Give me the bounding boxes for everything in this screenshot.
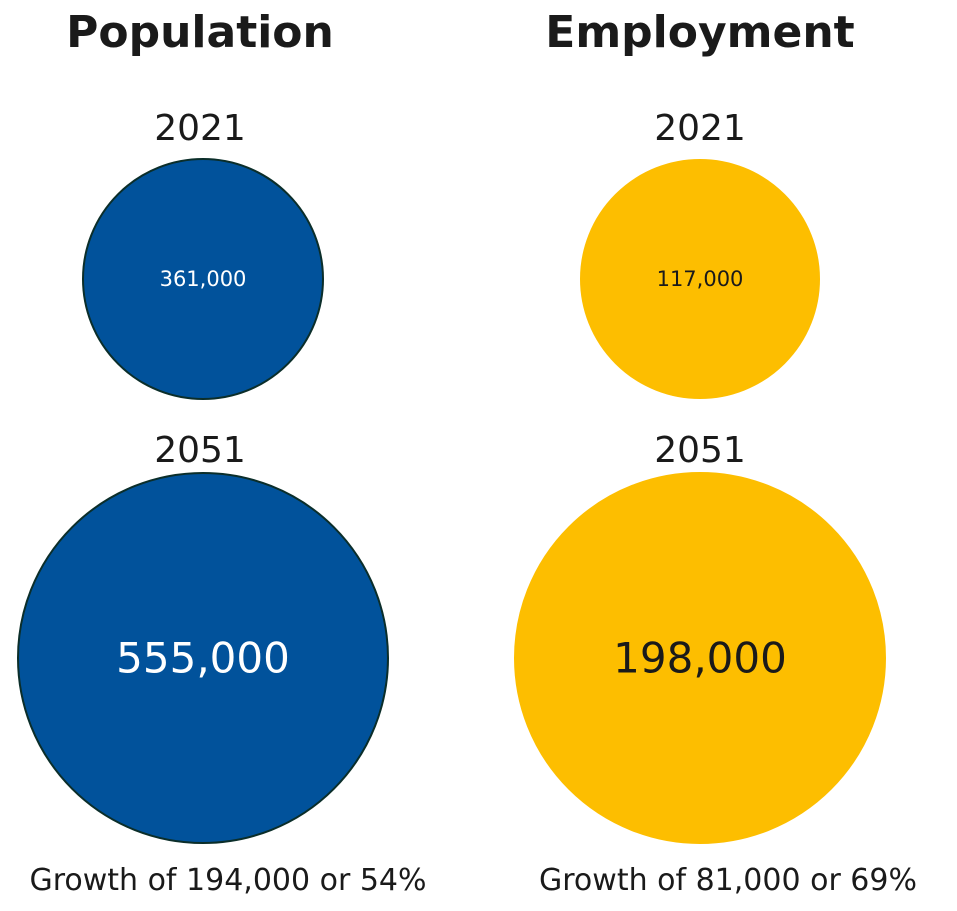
panel-employment: Employment 2021 117,000 2051 198,000 Gro… (514, 7, 917, 898)
year-label-employment-2021: 2021 (654, 108, 746, 149)
panel-title-population: Population (66, 7, 334, 58)
year-label-population-2051: 2051 (154, 430, 246, 471)
panel-population: Population 2021 361,000 2051 555,000 Gro… (17, 7, 427, 898)
growth-label-population: Growth of 194,000 or 54% (29, 863, 426, 898)
value-label-population-2051: 555,000 (116, 634, 290, 683)
bubble-population-2051 (17, 472, 389, 844)
value-label-employment-2021: 117,000 (657, 267, 744, 291)
value-label-population-2021: 361,000 (160, 267, 247, 291)
bubble-employment-2021 (580, 159, 820, 399)
panel-title-employment: Employment (545, 7, 854, 58)
value-label-employment-2051: 198,000 (613, 634, 787, 683)
bubble-population-2021 (82, 158, 324, 400)
year-label-population-2021: 2021 (154, 108, 246, 149)
year-label-employment-2051: 2051 (654, 430, 746, 471)
growth-label-employment: Growth of 81,000 or 69% (539, 863, 917, 898)
bubble-employment-2051 (514, 472, 886, 844)
